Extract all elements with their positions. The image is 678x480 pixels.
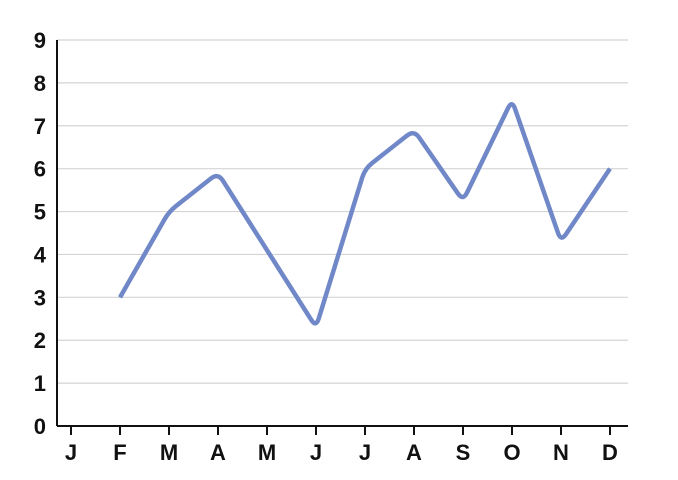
gridlines — [57, 39, 628, 384]
y-tick-label: 1 — [34, 371, 46, 396]
y-tick-label: 7 — [34, 114, 46, 139]
x-tick-label: J — [359, 440, 371, 465]
x-tick-label: M — [160, 440, 178, 465]
y-tick-label: 6 — [34, 157, 46, 182]
series-layer — [118, 102, 612, 326]
x-tick-label: J — [65, 440, 77, 465]
x-tick-label: J — [310, 440, 322, 465]
x-tick-label: N — [553, 440, 569, 465]
x-tick-label: A — [210, 440, 226, 465]
y-tick-label: 2 — [34, 328, 46, 353]
x-tick-label: S — [456, 440, 471, 465]
y-tick-label: 9 — [34, 28, 46, 53]
y-tick-label: 0 — [34, 414, 46, 439]
x-tick-label: D — [602, 440, 618, 465]
y-tick-label: 4 — [34, 242, 47, 267]
y-tick-label: 8 — [34, 71, 46, 96]
y-tick-labels: 0 1 2 3 4 5 6 7 8 9 — [34, 28, 47, 439]
axes — [56, 40, 628, 435]
y-tick-label: 5 — [34, 200, 46, 225]
x-tick-label: F — [113, 440, 126, 465]
series-line — [118, 102, 612, 326]
x-tick-label: M — [258, 440, 276, 465]
x-tick-label: O — [503, 440, 520, 465]
x-tick-label: A — [406, 440, 422, 465]
y-tick-label: 3 — [34, 285, 46, 310]
